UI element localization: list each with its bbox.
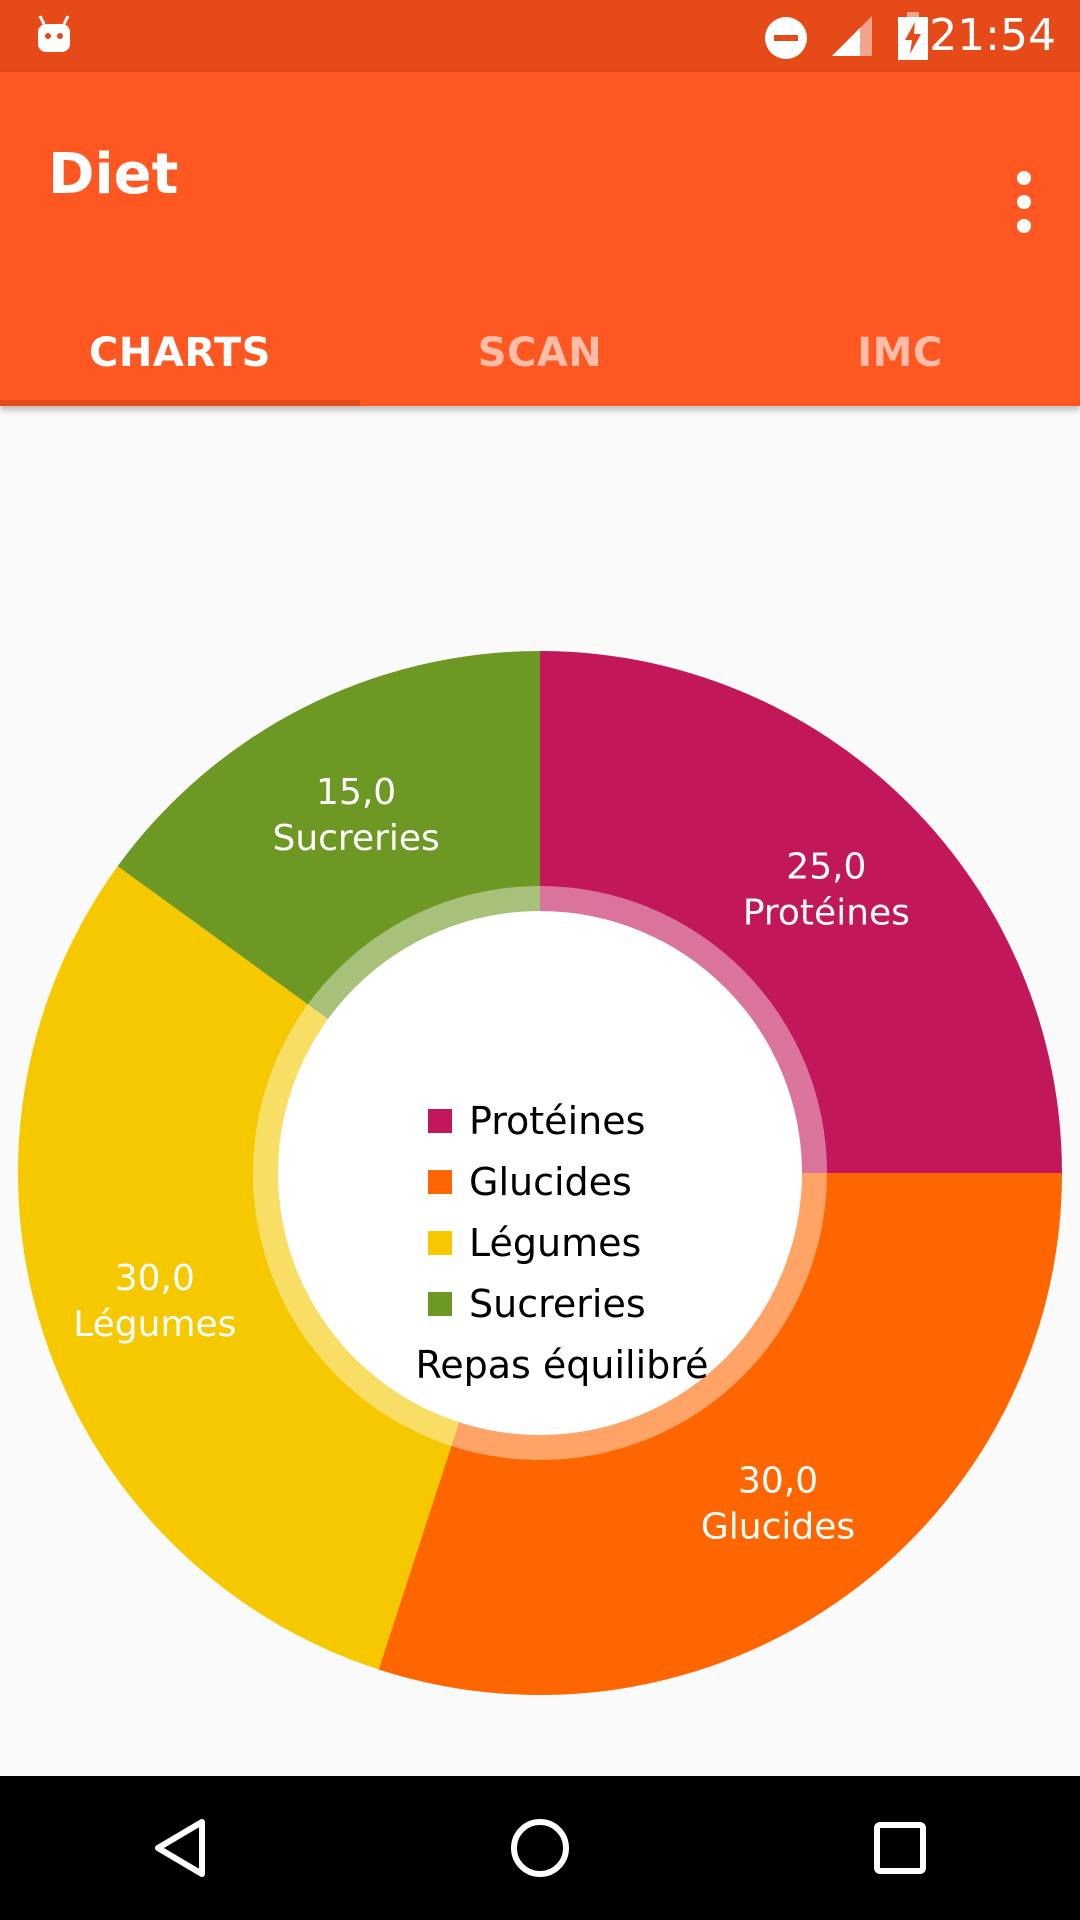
slice-value-label: 30,0 — [115, 1258, 195, 1299]
recents-icon — [874, 1822, 926, 1874]
tab-bar: CHARTS SCAN IMC — [0, 300, 1080, 406]
slice-value-label: 25,0 — [786, 847, 866, 888]
diet-pie-chart[interactable]: 25,0 Protéines 30,0 Glucides 30,0 Légumes 15,0… — [0, 406, 1080, 1776]
legend-swatch-glucides — [428, 1170, 452, 1194]
back-icon — [155, 1819, 205, 1877]
legend-label-glucides: Glucides — [469, 1160, 632, 1204]
status-bar: 21:54 — [0, 0, 1080, 72]
slice-value-label: 15,0 — [316, 772, 396, 813]
home-button[interactable] — [480, 1788, 600, 1908]
recents-button[interactable] — [840, 1788, 960, 1908]
legend-swatch-proteines — [428, 1109, 452, 1133]
chart-hole — [278, 911, 802, 1435]
app-title: Diet — [48, 142, 179, 207]
android-debug-icon — [38, 15, 70, 52]
legend-swatch-legumes — [428, 1231, 452, 1255]
pie-slice-legumes[interactable] — [17, 866, 541, 1670]
slice-value-label: 30,0 — [738, 1461, 818, 1502]
legend-label-legumes: Légumes — [469, 1221, 641, 1265]
center-text: Repas équilibré — [416, 1343, 709, 1387]
more-vert-icon — [1017, 171, 1031, 185]
more-options-button[interactable] — [996, 152, 1052, 252]
do-not-disturb-icon — [765, 17, 807, 59]
app-bar: Diet CHARTS SCAN IMC — [0, 72, 1080, 406]
tab-charts[interactable]: CHARTS — [0, 300, 360, 406]
back-button[interactable] — [120, 1788, 240, 1908]
pie-chart-svg[interactable]: 25,0 Protéines 30,0 Glucides 30,0 Légumes 15,0… — [0, 406, 1080, 1776]
legend-label-proteines: Protéines — [469, 1099, 645, 1143]
slice-name-label: Légumes — [73, 1304, 236, 1345]
slice-name-label: Glucides — [701, 1507, 855, 1548]
status-time: 21:54 — [929, 10, 1056, 61]
home-icon — [511, 1819, 569, 1877]
slice-name-label: Sucreries — [272, 818, 439, 859]
legend-swatch-sucreries — [428, 1292, 452, 1316]
navigation-bar — [0, 1776, 1080, 1920]
tab-imc[interactable]: IMC — [857, 330, 943, 376]
legend-label-sucreries: Sucreries — [469, 1282, 646, 1326]
tab-scan[interactable]: SCAN — [477, 330, 603, 376]
signal-icon — [832, 16, 872, 56]
battery-charging-icon — [898, 12, 928, 60]
slice-name-label: Protéines — [743, 893, 910, 934]
